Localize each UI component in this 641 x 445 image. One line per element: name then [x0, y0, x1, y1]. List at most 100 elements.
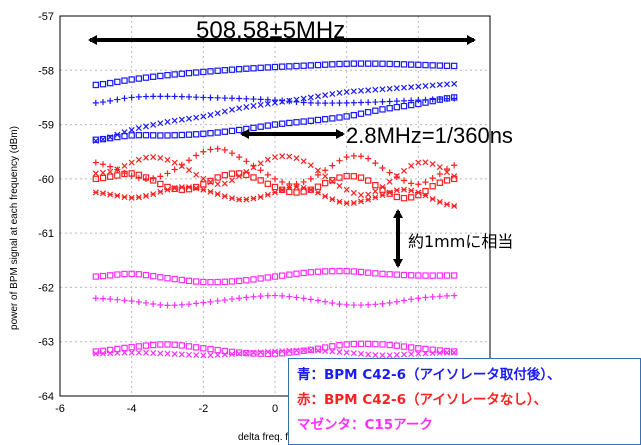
point-square [207, 345, 214, 353]
point-star [357, 198, 365, 205]
point-plus [408, 296, 415, 303]
series-magenta-x [92, 347, 458, 359]
point-square [257, 275, 264, 282]
point-square [407, 272, 415, 279]
point-x [400, 351, 408, 358]
point-plus [379, 98, 386, 105]
point-square [228, 127, 236, 135]
point-square [429, 183, 436, 190]
point-plus [429, 293, 436, 300]
y-tick-label: -63 [38, 337, 54, 349]
point-x [107, 168, 114, 175]
point-square [214, 278, 221, 286]
point-square [192, 131, 200, 138]
point-square [278, 120, 286, 127]
point-star [451, 202, 458, 210]
point-plus [185, 301, 193, 308]
point-plus [350, 99, 357, 106]
point-plus [400, 177, 408, 184]
point-square [393, 271, 401, 278]
point-x [142, 154, 150, 161]
point-square [271, 273, 279, 280]
point-plus [443, 292, 451, 299]
point-square [386, 60, 393, 68]
point-x [271, 348, 279, 355]
point-plus [135, 298, 142, 305]
legend: 青：BPM C42-6（アイソレータ取付後）、 赤：BPM C42-6（アイソレ… [288, 358, 641, 445]
point-x [314, 347, 322, 354]
span-annotation: 508.58±5MHz [196, 17, 345, 44]
x-tick-label: -6 [55, 403, 65, 415]
point-square [207, 130, 214, 137]
point-square [235, 65, 243, 73]
point-x [257, 101, 264, 108]
point-plus [279, 97, 286, 104]
point-square [278, 63, 286, 70]
point-square [142, 342, 150, 349]
point-star [271, 189, 279, 196]
point-plus [92, 159, 99, 166]
point-star [436, 198, 443, 205]
point-x [350, 88, 357, 95]
point-x [300, 347, 307, 354]
point-star [279, 186, 286, 193]
point-plus [121, 297, 128, 304]
point-star [365, 196, 372, 203]
plot-frame [59, 15, 491, 397]
y-tick-label: -60 [38, 174, 54, 186]
point-x [99, 169, 107, 176]
point-star [286, 184, 293, 191]
point-star [429, 196, 436, 203]
point-square [364, 109, 372, 116]
point-x [408, 84, 415, 91]
point-square [243, 277, 250, 284]
point-square [200, 345, 207, 352]
point-plus [257, 293, 264, 300]
point-square [214, 174, 221, 181]
period-annotation: 2.8MHz=1/360ns [346, 123, 513, 148]
point-square [407, 194, 415, 201]
point-x [415, 350, 422, 357]
point-x [293, 155, 300, 162]
point-square [92, 81, 100, 89]
point-x [436, 349, 443, 356]
x-tick-label: -2 [198, 403, 208, 415]
point-x [393, 351, 400, 358]
point-square [271, 63, 279, 71]
point-x [185, 167, 193, 174]
point-square [293, 119, 300, 126]
point-x [193, 171, 200, 178]
point-square [379, 186, 386, 193]
point-star [107, 191, 114, 198]
y-tick-label: -57 [38, 11, 54, 23]
point-x [343, 88, 350, 96]
point-x [99, 136, 107, 143]
point-plus [221, 94, 228, 102]
point-plus [343, 99, 350, 106]
point-square [307, 62, 315, 69]
point-square [429, 97, 436, 105]
point-star [372, 194, 379, 201]
point-square [321, 268, 329, 275]
point-square [336, 60, 343, 68]
point-square [307, 346, 315, 354]
grid [59, 15, 491, 397]
point-star [322, 193, 329, 200]
point-square [307, 117, 315, 124]
point-x [200, 175, 207, 182]
point-plus [271, 175, 279, 182]
point-x [150, 154, 157, 161]
point-plus [200, 148, 207, 155]
point-x [451, 80, 458, 87]
point-x [128, 349, 135, 356]
point-square [243, 65, 250, 72]
point-star [257, 193, 264, 201]
point-square [443, 177, 451, 184]
y-tick-label: -59 [38, 120, 54, 132]
point-plus [200, 299, 207, 306]
point-plus [250, 293, 257, 300]
point-square [300, 188, 307, 195]
point-x [386, 352, 393, 359]
point-x [443, 81, 451, 88]
point-x [114, 349, 121, 356]
